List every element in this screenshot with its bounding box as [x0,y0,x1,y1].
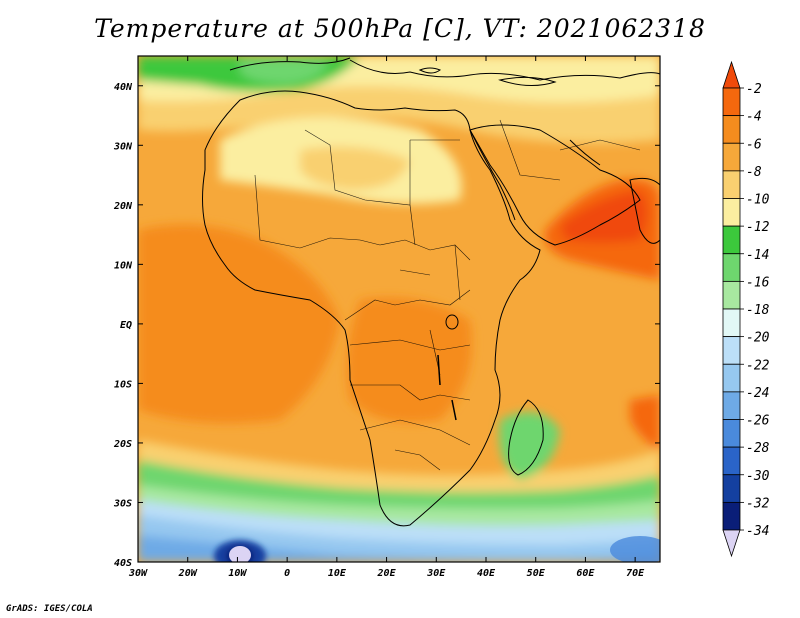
lon-tick-label: 60E [576,568,595,579]
lon-tick-label: 10E [328,568,347,579]
latitude-axis: 40N 30N 20N 10N EQ 10S 20S 30S 40S [113,82,660,569]
coastlines [202,57,660,527]
colorbar-label: -32 [746,496,770,511]
colorbar: -2 -4 -6 -8 -10 -12 -14 -16 -18 -20 -22 -24 -26 -28 -3… [722,60,770,558]
colorbar-label: -20 [746,331,770,346]
lon-tick-label: 20E [377,568,397,579]
colorbar-label: -14 [746,248,769,263]
colorbar-top-triangle [722,60,741,89]
map-frame [137,55,661,563]
colorbar-label: -22 [746,358,770,373]
colorbar-swatch [722,391,741,420]
colorbar-swatch [722,198,741,227]
colorbar-swatch [722,280,741,310]
colorbar-label: -4 [746,110,762,125]
lon-tick-label: 10W [228,568,247,579]
colorbar-swatch [722,142,741,172]
lon-tick-label: 30E [426,568,446,579]
colorbar-label: -34 [746,524,769,539]
colorbar-label: -24 [746,386,769,401]
temperature-field [138,56,660,562]
lon-tick-label: 30W [128,568,148,579]
lat-tick-label: 40N [114,82,133,93]
lat-tick-label: 20N [113,201,133,212]
lat-tick-label: 30N [113,141,133,152]
colorbar-bottom-triangle [722,529,741,558]
colorbar-label: -2 [746,82,762,97]
colorbar-swatch [722,336,741,365]
colorbar-swatch [722,446,741,476]
colorbar-label: -28 [746,441,770,456]
lat-tick-label: 20S [113,439,132,450]
colorbar-swatch [722,501,741,531]
colorbar-swatch [722,253,741,282]
lat-tick-label: EQ [120,320,132,331]
lon-tick-label: 0 [284,568,290,579]
colorbar-label: -30 [746,469,770,484]
credit-text: GrADS: IGES/COLA [6,604,93,614]
chart-title: Temperature at 500hPa [C], VT: 202106231… [94,14,706,43]
colorbar-label: -6 [746,137,762,152]
colorbar-swatch [722,419,741,448]
colorbar-label: -8 [746,165,762,180]
colorbar-swatch [722,474,741,503]
colorbar-label: -10 [746,193,770,208]
colorbar-swatch [722,115,741,144]
colorbar-swatch [722,225,741,255]
lon-tick-label: 70E [626,568,645,579]
colorbar-swatch [722,308,741,338]
lon-tick-label: 50E [527,568,546,579]
lat-tick-label: 30S [113,498,132,509]
country-borders [254,119,641,471]
lat-tick-label: 10S [114,379,132,390]
lon-tick-label: 40E [477,568,496,579]
longitude-axis: 30W 20W 10W 0 10E 20E 30E 40E 50E 60E 70E [128,56,645,579]
colorbar-label: -18 [746,303,770,318]
colorbar-swatch [722,363,741,393]
lat-tick-label: 40S [114,558,132,569]
colorbar-label: -26 [746,414,770,429]
colorbar-swatch [722,87,741,117]
colorbar-label: -16 [746,275,770,290]
colorbar-swatch [722,170,741,199]
lon-tick-label: 20W [178,568,198,579]
lat-tick-label: 10N [114,260,133,271]
colorbar-label: -12 [746,220,770,235]
